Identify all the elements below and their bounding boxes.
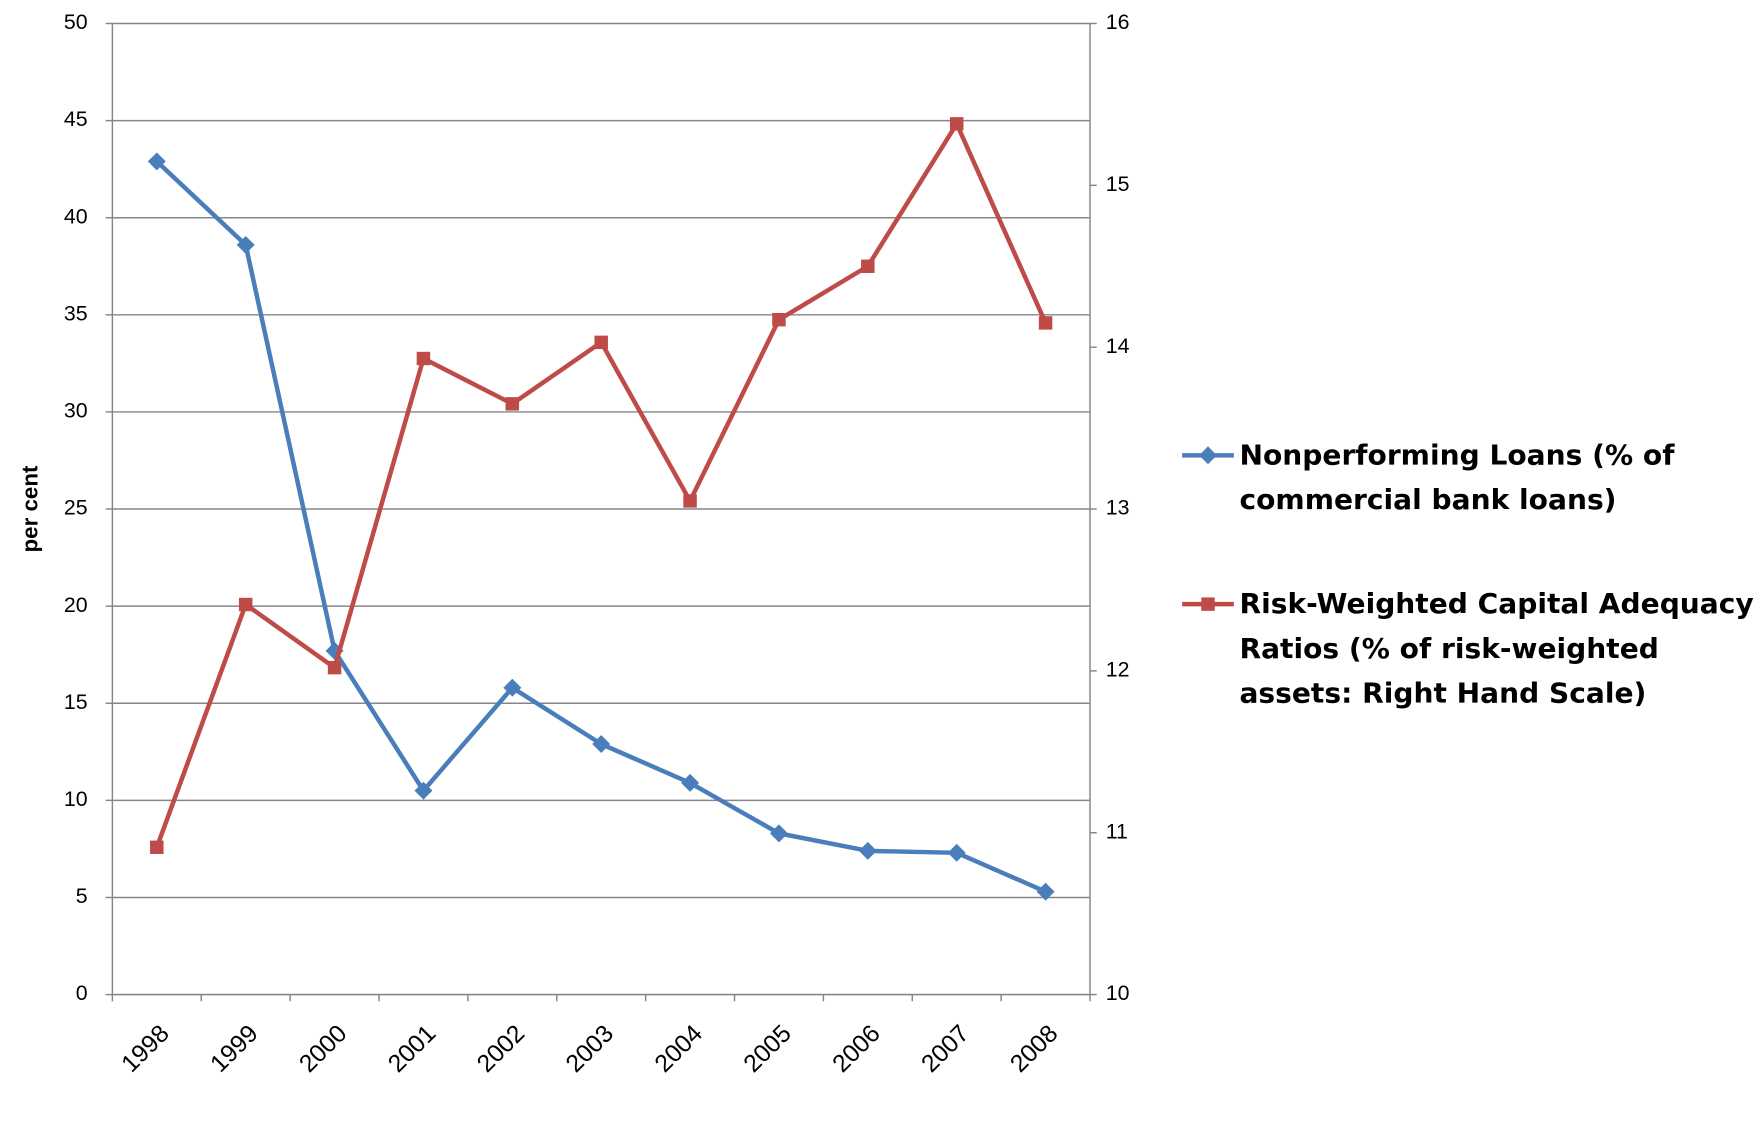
series-line bbox=[155, 159, 1047, 894]
y2-tick-label: 14 bbox=[1106, 334, 1130, 358]
x-tick-label: 2002 bbox=[472, 1020, 530, 1078]
point bbox=[1038, 316, 1053, 330]
x-tick-label: 2005 bbox=[739, 1020, 797, 1078]
y-tick-label: 25 bbox=[64, 496, 88, 520]
x-tick-label: 2003 bbox=[561, 1020, 619, 1078]
point bbox=[592, 735, 611, 753]
x-tick-label: 2000 bbox=[294, 1020, 352, 1078]
point bbox=[858, 841, 877, 860]
point bbox=[150, 840, 164, 855]
point bbox=[327, 660, 342, 675]
y-axis-label: per cent bbox=[17, 465, 42, 553]
x-tick-label: 1999 bbox=[206, 1020, 264, 1078]
y-tick-label: 0 bbox=[76, 981, 88, 1005]
y-tick-label: 45 bbox=[64, 107, 88, 131]
legend-marker bbox=[1201, 597, 1215, 611]
x-tick-label: 2006 bbox=[828, 1020, 886, 1078]
x-tick-label: 2004 bbox=[650, 1020, 708, 1078]
x-tick-label: 1998 bbox=[117, 1020, 175, 1078]
y-tick-label: 10 bbox=[64, 787, 88, 811]
point bbox=[949, 117, 964, 131]
y-tick-label: 30 bbox=[64, 399, 88, 423]
x-tick-label: 2008 bbox=[1005, 1020, 1063, 1078]
y-tick-label: 50 bbox=[64, 10, 88, 34]
legend-label: Nonperforming Loans (% of commercial ban… bbox=[1239, 438, 1675, 516]
point bbox=[594, 335, 608, 350]
y2-tick-label: 11 bbox=[1106, 819, 1128, 843]
y-tick-label: 35 bbox=[64, 301, 88, 325]
point bbox=[505, 397, 520, 411]
y-tick-label: 5 bbox=[76, 884, 88, 908]
point bbox=[861, 259, 875, 273]
point bbox=[772, 312, 786, 327]
legend-marker bbox=[1199, 446, 1217, 465]
point bbox=[503, 678, 522, 697]
y-tick-label: 15 bbox=[64, 690, 88, 714]
x-tick-label: 2007 bbox=[917, 1020, 975, 1078]
point bbox=[947, 843, 966, 862]
y2-tick-label: 15 bbox=[1106, 172, 1130, 196]
point bbox=[238, 597, 253, 612]
legend-label: Risk-Weighted Capital Adequacy Ratios (%… bbox=[1239, 587, 1754, 710]
point bbox=[236, 235, 255, 254]
point bbox=[683, 494, 697, 508]
point bbox=[681, 773, 700, 792]
y2-tick-label: 13 bbox=[1106, 496, 1130, 520]
y-tick-label: 20 bbox=[64, 593, 88, 617]
point bbox=[147, 152, 166, 171]
point bbox=[769, 824, 788, 843]
y2-tick-label: 10 bbox=[1106, 981, 1130, 1005]
legend-entry: Risk-Weighted Capital Adequacy Ratios (%… bbox=[1239, 587, 1754, 710]
y2-tick-label: 16 bbox=[1106, 10, 1130, 34]
point bbox=[416, 351, 431, 366]
y2-tick-label: 12 bbox=[1106, 658, 1130, 682]
legend-entry: Nonperforming Loans (% of commercial ban… bbox=[1239, 438, 1675, 516]
y-tick-label: 40 bbox=[64, 204, 88, 228]
x-tick-label: 2001 bbox=[383, 1020, 441, 1078]
